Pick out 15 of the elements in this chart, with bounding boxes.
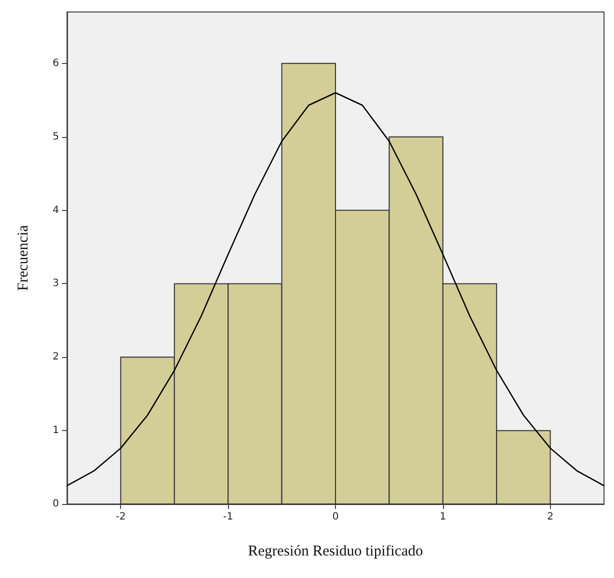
- x-tick-label: -2: [116, 512, 126, 522]
- y-tick-label: 4: [52, 204, 59, 216]
- x-tick-label: 2: [547, 512, 554, 522]
- x-tick-label: 0: [332, 512, 339, 522]
- x-tick-label: 1: [440, 512, 446, 522]
- x-axis-title: Regresión Residuo tipificado: [248, 544, 423, 560]
- y-tick-label: 0: [52, 498, 59, 510]
- y-axis-title: Frecuencia: [16, 224, 32, 291]
- y-tick-label: 6: [52, 58, 59, 69]
- y-tick-label: 3: [52, 278, 59, 290]
- x-tick-label: -1: [223, 512, 234, 522]
- y-tick-label: 5: [52, 131, 59, 142]
- line-series: [66, 92, 605, 486]
- y-tick-label: 2: [52, 352, 59, 363]
- y-tick-label: 1: [52, 425, 59, 436]
